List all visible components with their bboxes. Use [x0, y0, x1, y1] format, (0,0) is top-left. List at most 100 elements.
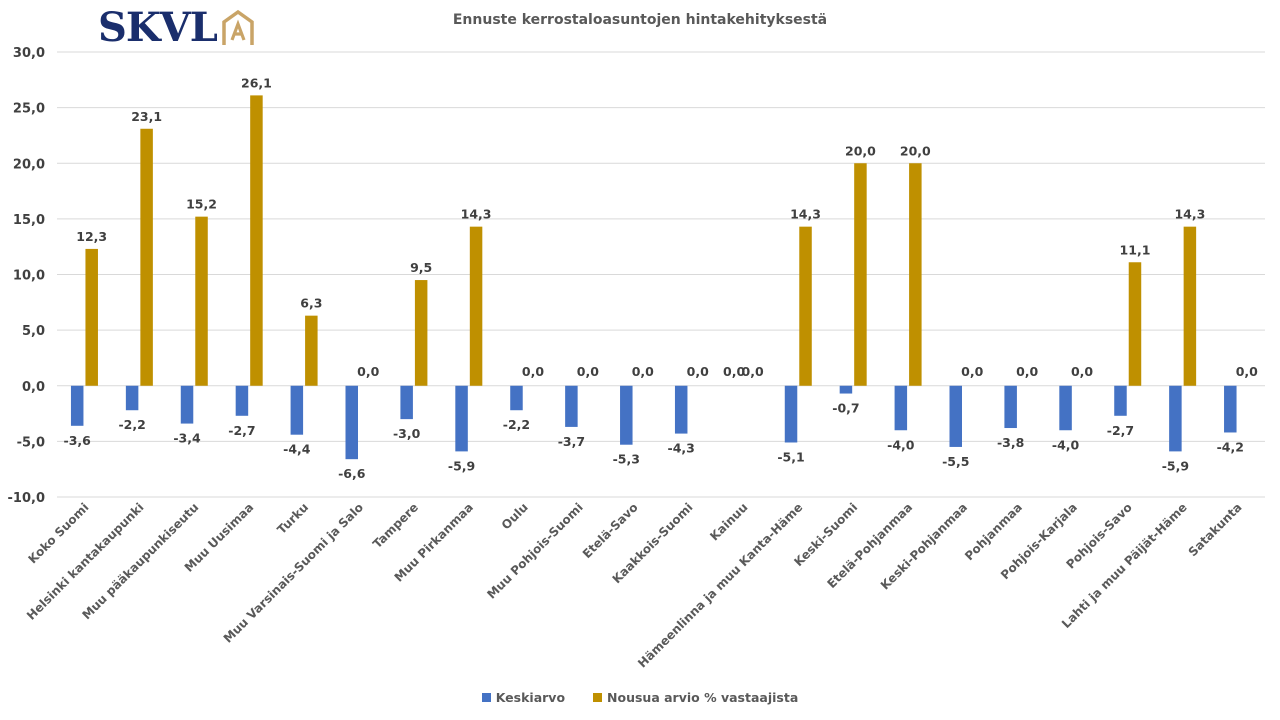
data-label-keskiarvo: -2,2 [118, 417, 145, 432]
data-label-keskiarvo: -6,6 [338, 466, 366, 481]
data-label-keskiarvo: -2,7 [1107, 423, 1134, 438]
data-label-keskiarvo: -5,5 [942, 454, 969, 469]
data-label-nousua: 20,0 [900, 143, 931, 158]
data-label-nousua: 0,0 [687, 364, 709, 379]
legend-swatch-gold [593, 693, 603, 702]
chart-title: Ennuste kerrostaloasuntojen hintakehityk… [452, 12, 828, 28]
data-label-keskiarvo: -4,0 [887, 437, 915, 452]
data-label-nousua: 0,0 [742, 364, 764, 379]
bar-keskiarvo [784, 385, 798, 443]
bar-nousua [469, 226, 483, 386]
data-label-nousua: 0,0 [632, 364, 654, 379]
data-label-nousua: 0,0 [357, 364, 379, 379]
data-label-keskiarvo: -2,7 [228, 423, 255, 438]
data-label-nousua: 11,1 [1120, 242, 1151, 257]
bar-nousua [140, 128, 153, 386]
data-label-keskiarvo: -2,2 [503, 417, 530, 432]
skvl-logo: SKVL A [98, 6, 256, 50]
bar-keskiarvo [400, 385, 413, 420]
data-label-keskiarvo: -5,9 [1162, 458, 1189, 473]
bar-keskiarvo [455, 385, 468, 452]
bar-nousua [1183, 226, 1197, 386]
bar-nousua [854, 163, 867, 386]
data-label-keskiarvo: -4,3 [668, 441, 695, 456]
bar-keskiarvo [1224, 385, 1237, 433]
y-tick-label: 5,0 [22, 324, 45, 339]
y-tick-label: 30,0 [13, 46, 45, 61]
house-a-logo-icon: A [222, 9, 254, 45]
bar-nousua [909, 163, 922, 386]
bar-keskiarvo [510, 385, 523, 411]
bar-keskiarvo [1004, 385, 1017, 429]
legend-item-nousua: Nousua arvio % vastaajista [593, 690, 798, 705]
bar-keskiarvo [180, 385, 194, 424]
legend-label: Keskiarvo [495, 690, 566, 705]
data-label-nousua: 0,0 [577, 364, 599, 379]
bar-nousua [195, 216, 208, 386]
data-label-keskiarvo: -5,1 [777, 449, 804, 464]
bar-keskiarvo [674, 385, 688, 434]
data-label-nousua: 15,2 [186, 197, 217, 212]
data-label-nousua: 26,1 [241, 75, 272, 90]
bar-keskiarvo [894, 385, 908, 431]
data-label-keskiarvo: -4,4 [283, 442, 311, 457]
data-label-keskiarvo: -0,7 [832, 401, 859, 416]
x-tick-label: Helsinki kantakaupunki [24, 500, 146, 622]
x-tick-label: Oulu [499, 500, 531, 532]
data-label-keskiarvo: -4,2 [1217, 439, 1244, 454]
logo-text: SKVL [98, 4, 218, 51]
legend-item-keskiarvo: Keskiarvo [481, 690, 566, 705]
x-tick-label: Turku [275, 500, 312, 537]
y-tick-label: 25,0 [13, 102, 45, 117]
data-label-keskiarvo: -3,0 [393, 426, 421, 441]
data-label-keskiarvo: 0,0 [723, 364, 745, 379]
bar-nousua [85, 248, 98, 386]
x-tick-label: Muu pääkaupunkiseutu [79, 500, 201, 622]
bar-keskiarvo [839, 385, 853, 394]
bar-keskiarvo [1169, 385, 1182, 452]
legend-label: Nousua arvio % vastaajista [607, 690, 799, 705]
data-label-keskiarvo: -3,7 [558, 434, 585, 449]
x-tick-label: Satakunta [1186, 500, 1245, 559]
data-label-nousua: 20,0 [845, 143, 876, 158]
data-label-nousua: 0,0 [1016, 364, 1038, 379]
bar-nousua [1128, 262, 1142, 386]
data-label-keskiarvo: -3,8 [997, 435, 1024, 450]
legend: Keskiarvo Nousua arvio % vastaajista [0, 690, 1280, 705]
bar-nousua [414, 280, 428, 386]
bars [70, 95, 1237, 460]
bar-keskiarvo [235, 385, 249, 416]
data-label-keskiarvo: -5,3 [613, 452, 640, 467]
x-tick-label: Muu Pohjois-Suomi [484, 500, 585, 601]
data-label-keskiarvo: -5,9 [448, 458, 475, 473]
data-label-keskiarvo: -3,6 [64, 433, 92, 448]
data-label-nousua: 12,3 [76, 229, 107, 244]
legend-swatch-blue [481, 693, 491, 702]
y-tick-label: 0,0 [22, 380, 45, 395]
bar-nousua [305, 315, 318, 386]
data-label-nousua: 6,3 [300, 296, 322, 311]
x-tick-label: Tampere [370, 500, 421, 551]
data-label-nousua: 14,3 [790, 207, 821, 222]
bar-keskiarvo [620, 385, 633, 445]
bar-keskiarvo [1114, 385, 1127, 416]
data-label-nousua: 23,1 [131, 109, 162, 124]
data-label-nousua: 0,0 [1071, 364, 1093, 379]
bar-keskiarvo [1059, 385, 1072, 431]
x-tick-label: Kainuu [707, 500, 750, 543]
x-tick-label: Etelä-Savo [580, 500, 641, 561]
data-label-nousua: 14,3 [461, 207, 492, 222]
data-label-nousua: 0,0 [961, 364, 983, 379]
data-labels: -3,6 12,3 -2,2 23,1 -3,4 15,2 -2,7 26,1 -4,4 6,3 -… [64, 75, 1259, 481]
bar-keskiarvo [345, 385, 358, 460]
data-label-nousua: 9,5 [410, 260, 432, 275]
data-label-keskiarvo: -4,0 [1052, 437, 1080, 452]
y-tick-label: -5,0 [17, 435, 45, 450]
bar-keskiarvo [565, 385, 578, 427]
y-tick-label: 10,0 [13, 269, 45, 284]
data-label-nousua: 0,0 [1236, 364, 1258, 379]
bar-nousua [799, 226, 812, 386]
y-tick-label: -10,0 [8, 491, 45, 506]
